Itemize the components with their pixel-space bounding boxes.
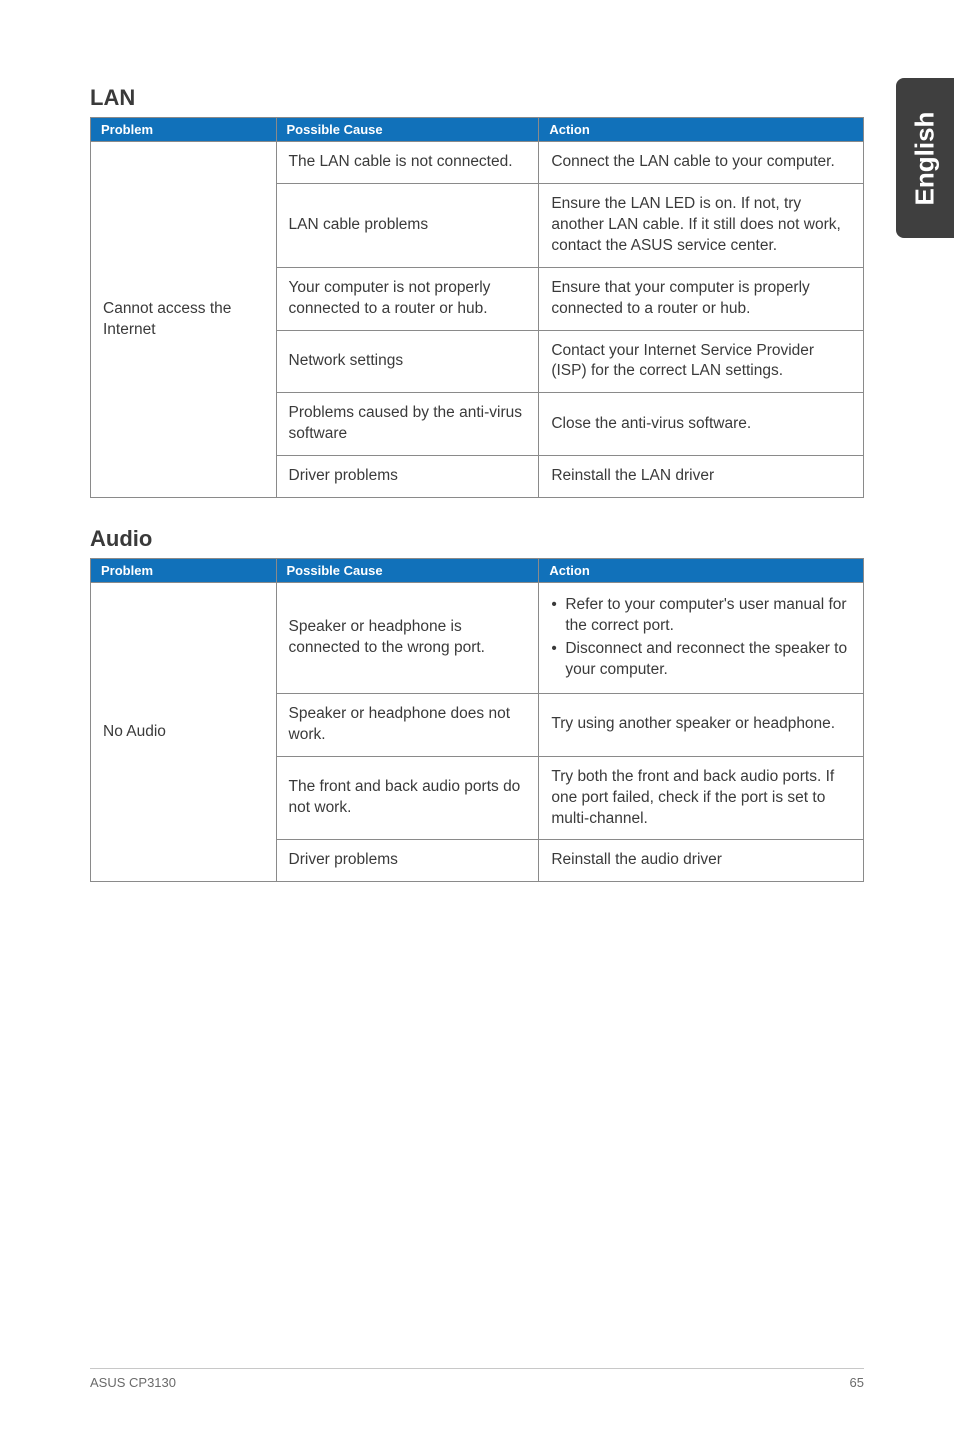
lan-th-action: Action (539, 118, 864, 142)
lan-cause: The LAN cable is not connected. (276, 142, 539, 184)
audio-table: Problem Possible Cause Action No Audio S… (90, 558, 864, 882)
list-item: Refer to your computer's user manual for… (551, 595, 851, 637)
audio-action: Try both the front and back audio ports.… (539, 756, 864, 840)
lan-cause: LAN cable problems (276, 183, 539, 267)
audio-problem-cell: No Audio (91, 583, 277, 882)
audio-heading: Audio (90, 526, 864, 552)
audio-th-problem: Problem (91, 559, 277, 583)
page-footer: ASUS CP3130 65 (90, 1368, 864, 1390)
lan-action: Close the anti-virus software. (539, 393, 864, 456)
lan-action: Contact your Internet Service Provider (… (539, 330, 864, 393)
audio-action-list: Refer to your computer's user manual for… (551, 595, 851, 681)
table-row: Cannot access the Internet The LAN cable… (91, 142, 864, 184)
language-tab-label: English (910, 111, 941, 205)
audio-action: Refer to your computer's user manual for… (539, 583, 864, 694)
footer-page-number: 65 (850, 1375, 864, 1390)
lan-action: Ensure the LAN LED is on. If not, try an… (539, 183, 864, 267)
lan-action: Ensure that your computer is properly co… (539, 267, 864, 330)
lan-th-problem: Problem (91, 118, 277, 142)
list-item: Disconnect and reconnect the speaker to … (551, 639, 851, 681)
lan-cause: Network settings (276, 330, 539, 393)
audio-cause: Speaker or headphone does not work. (276, 693, 539, 756)
lan-cause: Problems caused by the anti-virus softwa… (276, 393, 539, 456)
audio-th-action: Action (539, 559, 864, 583)
audio-cause: Speaker or headphone is connected to the… (276, 583, 539, 694)
lan-action: Connect the LAN cable to your computer. (539, 142, 864, 184)
audio-th-cause: Possible Cause (276, 559, 539, 583)
audio-action: Try using another speaker or headphone. (539, 693, 864, 756)
lan-action: Reinstall the LAN driver (539, 456, 864, 498)
lan-heading: LAN (90, 85, 864, 111)
audio-action: Reinstall the audio driver (539, 840, 864, 882)
lan-problem-cell: Cannot access the Internet (91, 142, 277, 498)
language-tab: English (896, 78, 954, 238)
lan-table: Problem Possible Cause Action Cannot acc… (90, 117, 864, 498)
lan-cause: Your computer is not properly connected … (276, 267, 539, 330)
audio-cause: Driver problems (276, 840, 539, 882)
table-row: No Audio Speaker or headphone is connect… (91, 583, 864, 694)
lan-cause: Driver problems (276, 456, 539, 498)
footer-left: ASUS CP3130 (90, 1375, 176, 1390)
lan-th-cause: Possible Cause (276, 118, 539, 142)
page-content: LAN Problem Possible Cause Action Cannot… (0, 0, 954, 882)
audio-cause: The front and back audio ports do not wo… (276, 756, 539, 840)
